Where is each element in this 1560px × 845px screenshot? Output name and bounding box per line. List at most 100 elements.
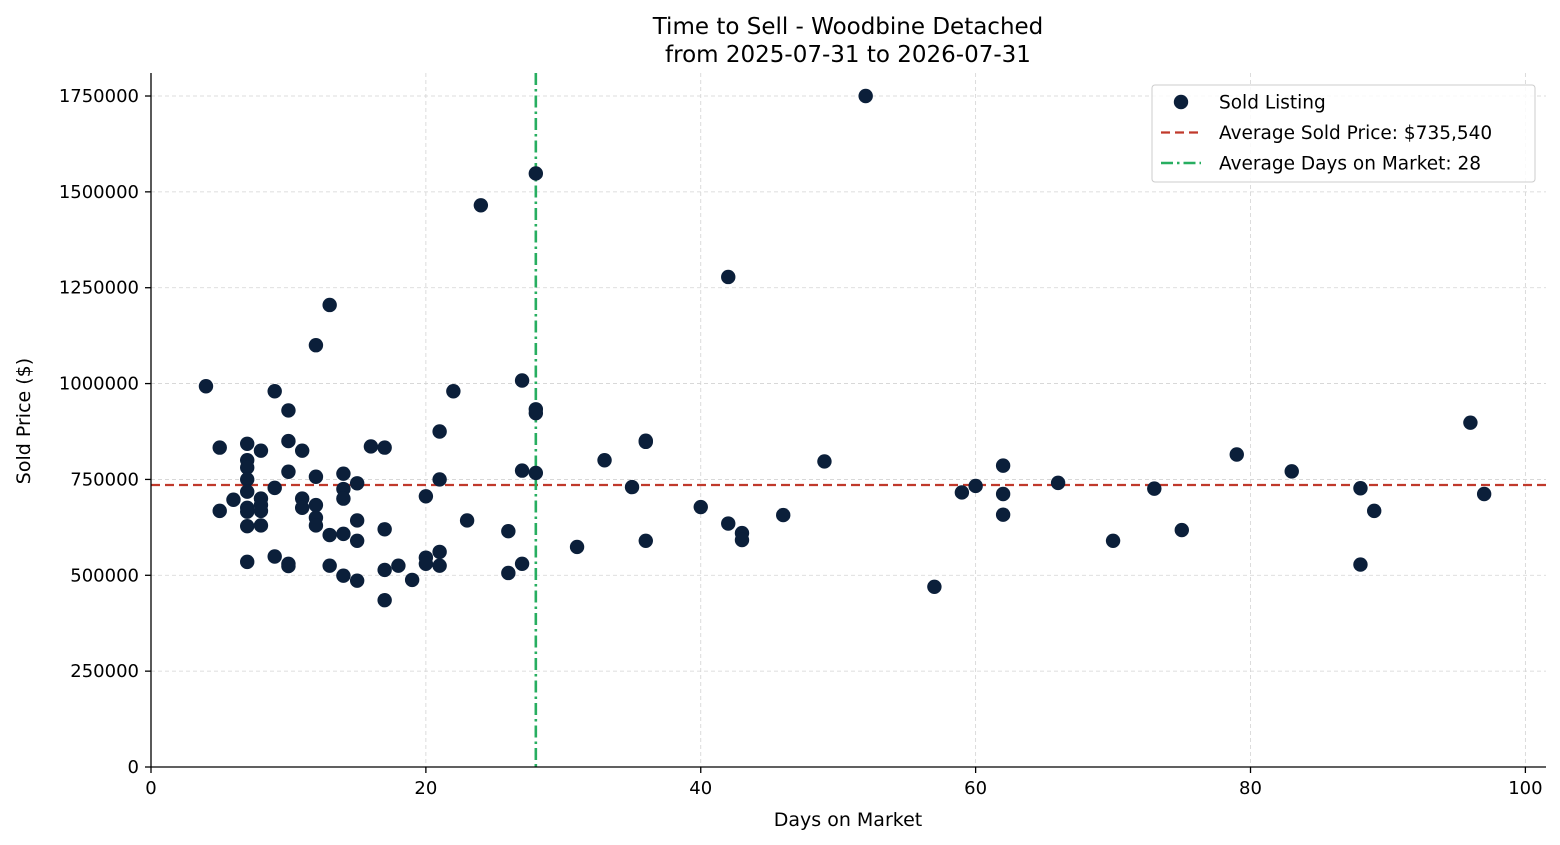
y-tick-label: 500000 [70, 565, 139, 586]
data-point [528, 166, 544, 181]
data-point [349, 573, 365, 588]
data-point [528, 465, 544, 481]
data-point [349, 513, 365, 528]
legend-label: Sold Listing [1219, 93, 1326, 114]
data-point [569, 539, 585, 555]
data-point [267, 384, 282, 399]
data-point [322, 527, 337, 543]
data-point [927, 579, 942, 594]
data-point [1229, 447, 1244, 462]
data-point [1463, 415, 1478, 430]
y-tick-label: 250000 [70, 661, 139, 682]
data-point [1147, 481, 1162, 496]
data-point [240, 484, 255, 499]
data-point [240, 460, 255, 475]
data-point [432, 472, 447, 487]
data-point [1353, 481, 1368, 496]
data-point [995, 486, 1011, 502]
data-point [240, 436, 255, 451]
x-axis-label: Days on Market [774, 809, 922, 831]
legend-label: Average Days on Market: 28 [1219, 154, 1481, 175]
data-point [968, 478, 983, 494]
data-point [363, 439, 379, 454]
legend-box [1151, 84, 1536, 183]
data-point [528, 405, 544, 421]
data-point [514, 373, 530, 388]
data-point [253, 503, 269, 519]
data-point [501, 565, 516, 581]
data-point [336, 568, 351, 583]
data-point [858, 88, 873, 104]
data-point [281, 433, 296, 449]
data-point [597, 453, 612, 468]
data-point [514, 556, 530, 571]
data-point [377, 522, 392, 537]
y-tick-label: 1750000 [59, 86, 139, 107]
data-point [336, 466, 351, 481]
data-point [721, 269, 736, 285]
data-point [1050, 475, 1066, 491]
data-point [212, 440, 227, 455]
data-point [501, 523, 516, 539]
data-point [267, 549, 282, 564]
legend: Sold Listing Average Sold Price: $735,540… [1151, 84, 1536, 183]
data-point [418, 556, 434, 571]
data-point [349, 476, 365, 491]
legend-label: Average Sold Price: $735,540 [1219, 123, 1492, 144]
data-point [446, 384, 461, 399]
data-point [308, 469, 324, 484]
y-axis-label: Sold Price ($) [13, 358, 35, 484]
data-point [281, 464, 296, 479]
x-tick-label: 20 [414, 778, 437, 799]
data-point [322, 558, 337, 573]
y-tick-label: 0 [128, 757, 139, 778]
x-tick-label: 60 [964, 778, 987, 799]
data-point [226, 492, 241, 507]
legend-marker [1173, 94, 1189, 110]
data-point [995, 507, 1011, 522]
data-point [267, 480, 282, 496]
data-point [1284, 464, 1299, 479]
data-point [253, 518, 269, 533]
x-tick-label: 0 [145, 778, 156, 799]
data-point [377, 440, 392, 455]
data-point [418, 489, 434, 504]
data-point [349, 533, 365, 548]
data-point [198, 379, 214, 394]
y-tick-label: 1250000 [59, 278, 139, 299]
data-point [308, 497, 324, 513]
data-point [240, 472, 255, 487]
data-point [432, 424, 447, 439]
data-point [1476, 486, 1492, 502]
data-point [638, 434, 653, 450]
data-point [294, 443, 310, 458]
data-point [514, 463, 530, 478]
x-tick-label: 40 [689, 778, 712, 799]
data-point [322, 297, 337, 313]
data-point [776, 507, 791, 523]
data-point [377, 593, 392, 608]
chart-subtitle: from 2025-07-31 to 2026-07-31 [665, 42, 1031, 68]
data-point [240, 554, 255, 570]
x-tick-label: 100 [1508, 778, 1542, 799]
data-point [459, 513, 475, 528]
data-point [377, 562, 392, 578]
data-point [432, 544, 447, 560]
data-point [281, 558, 296, 574]
data-point [721, 516, 736, 531]
data-point [404, 572, 420, 588]
data-point [391, 558, 406, 573]
y-tick-label: 1500000 [59, 182, 139, 203]
data-point [308, 518, 324, 533]
chart-title: Time to Sell - Woodbine Detached [652, 14, 1044, 40]
data-point [473, 198, 489, 213]
data-point [693, 499, 708, 515]
y-tick-label: 1000000 [59, 374, 139, 395]
data-point [638, 533, 653, 548]
data-point [294, 500, 310, 516]
axes: 0 20 40 60 80 100 0 250000 500000 750000 1000000 12… [59, 73, 1546, 799]
data-point [336, 491, 351, 506]
data-point [995, 458, 1011, 473]
data-point [212, 503, 227, 519]
